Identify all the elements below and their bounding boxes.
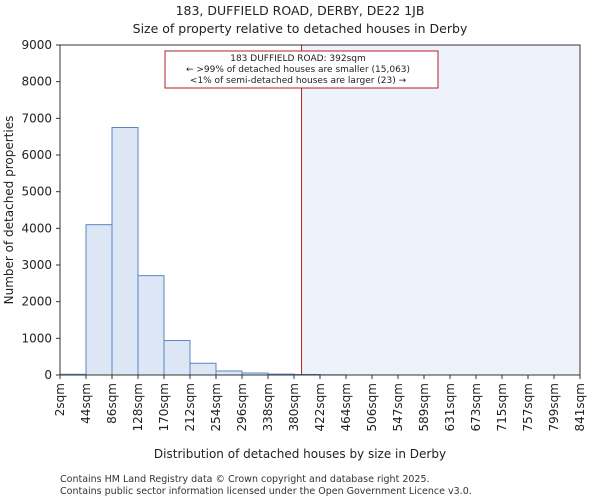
y-tick-label: 3000 xyxy=(21,258,52,272)
y-tick-label: 2000 xyxy=(21,295,52,309)
x-tick-label: 589sqm xyxy=(417,383,431,431)
property-annotation: 183 DUFFIELD ROAD: 392sqm ← >99% of deta… xyxy=(164,50,439,89)
footer-line-2: Contains public sector information licen… xyxy=(60,486,472,497)
y-tick-label: 4000 xyxy=(21,221,52,235)
x-tick-label: 2sqm xyxy=(53,383,67,416)
x-tick-label: 44sqm xyxy=(79,383,93,424)
x-tick-label: 212sqm xyxy=(183,383,197,431)
y-tick-label: 8000 xyxy=(21,75,52,89)
y-axis-ticks: 0 1000 2000 3000 4000 5000 6000 7000 8000 9000 xyxy=(21,38,60,382)
bar-44sqm xyxy=(85,224,113,376)
bar-86sqm xyxy=(111,127,139,376)
x-tick-label: 128sqm xyxy=(131,383,145,431)
x-axis-label: Distribution of detached houses by size … xyxy=(154,447,446,461)
y-tick-label: 6000 xyxy=(21,148,52,162)
above-property-shade xyxy=(301,45,580,375)
x-tick-label: 673sqm xyxy=(469,383,483,431)
x-tick-label: 506sqm xyxy=(365,383,379,431)
x-tick-label: 757sqm xyxy=(521,383,535,431)
annotation-line-2: ← >99% of detached houses are smaller (1… xyxy=(186,65,410,75)
x-tick-label: 380sqm xyxy=(287,383,301,431)
y-tick-label: 0 xyxy=(44,368,52,382)
x-tick-label: 799sqm xyxy=(547,383,561,431)
y-tick-label: 7000 xyxy=(21,111,52,125)
annotation-box xyxy=(164,50,439,89)
x-tick-label: 254sqm xyxy=(209,383,223,431)
y-axis-label: Number of detached properties xyxy=(2,116,16,305)
footer-line-1: Contains HM Land Registry data © Crown c… xyxy=(60,474,430,485)
annotation-line-3: <1% of semi-detached houses are larger (… xyxy=(190,76,407,86)
y-tick-label: 1000 xyxy=(21,331,52,345)
bar-254sqm xyxy=(215,370,243,376)
bars-group xyxy=(59,127,347,376)
bar-128sqm xyxy=(137,275,165,376)
chart-subtitle: Size of property relative to detached ho… xyxy=(133,21,468,36)
x-tick-label: 296sqm xyxy=(235,383,249,431)
bar-212sqm xyxy=(189,362,217,376)
bar-170sqm xyxy=(163,340,191,376)
x-tick-label: 170sqm xyxy=(157,383,171,431)
x-axis-ticks: 2sqm 44sqm 86sqm 128sqm 170sqm 212sqm 254sqm 29… xyxy=(53,375,587,431)
x-tick-label: 464sqm xyxy=(339,383,353,431)
annotation-line-1: 183 DUFFIELD ROAD: 392sqm xyxy=(230,54,366,64)
x-tick-label: 547sqm xyxy=(391,383,405,431)
x-tick-label: 422sqm xyxy=(313,383,327,431)
x-tick-label: 338sqm xyxy=(261,383,275,431)
y-tick-label: 9000 xyxy=(21,38,52,52)
chart-title: 183, DUFFIELD ROAD, DERBY, DE22 1JB xyxy=(176,3,425,18)
x-tick-label: 715sqm xyxy=(495,383,509,431)
y-tick-label: 5000 xyxy=(21,185,52,199)
x-tick-label: 841sqm xyxy=(573,383,587,431)
x-tick-label: 631sqm xyxy=(443,383,457,431)
x-tick-label: 86sqm xyxy=(105,383,119,424)
